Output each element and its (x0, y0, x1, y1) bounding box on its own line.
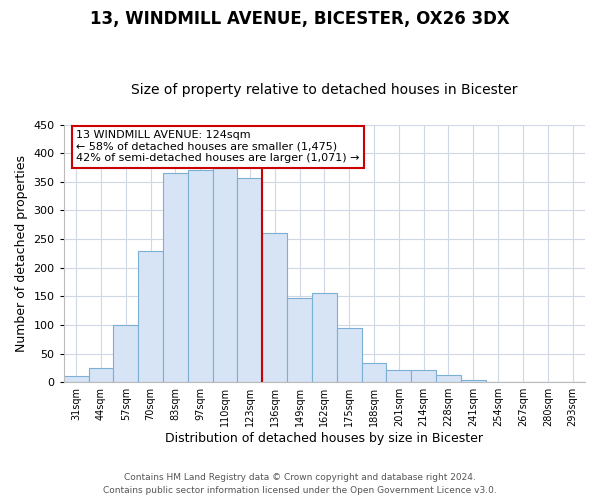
X-axis label: Distribution of detached houses by size in Bicester: Distribution of detached houses by size … (166, 432, 484, 445)
Title: Size of property relative to detached houses in Bicester: Size of property relative to detached ho… (131, 83, 518, 97)
Bar (212, 168, 238, 382)
Bar (113, 325, 138, 382)
Bar (188, 170, 212, 382)
Bar (64, 376, 89, 382)
Text: 13 WINDMILL AVENUE: 124sqm
← 58% of detached houses are smaller (1,475)
42% of s: 13 WINDMILL AVENUE: 124sqm ← 58% of deta… (76, 130, 359, 164)
Text: 13, WINDMILL AVENUE, BICESTER, OX26 3DX: 13, WINDMILL AVENUE, BICESTER, OX26 3DX (90, 10, 510, 28)
Bar (411, 370, 436, 382)
Bar (362, 364, 386, 382)
Bar (89, 368, 113, 382)
Bar (163, 173, 188, 382)
Bar (262, 234, 287, 382)
Bar (138, 250, 163, 382)
Bar (436, 376, 461, 382)
Bar (337, 328, 362, 382)
Text: Contains HM Land Registry data © Crown copyright and database right 2024.
Contai: Contains HM Land Registry data © Crown c… (103, 473, 497, 495)
Y-axis label: Number of detached properties: Number of detached properties (15, 155, 28, 352)
Bar (287, 298, 312, 382)
Bar (312, 294, 337, 382)
Bar (461, 380, 486, 382)
Bar (238, 178, 262, 382)
Bar (386, 370, 411, 382)
